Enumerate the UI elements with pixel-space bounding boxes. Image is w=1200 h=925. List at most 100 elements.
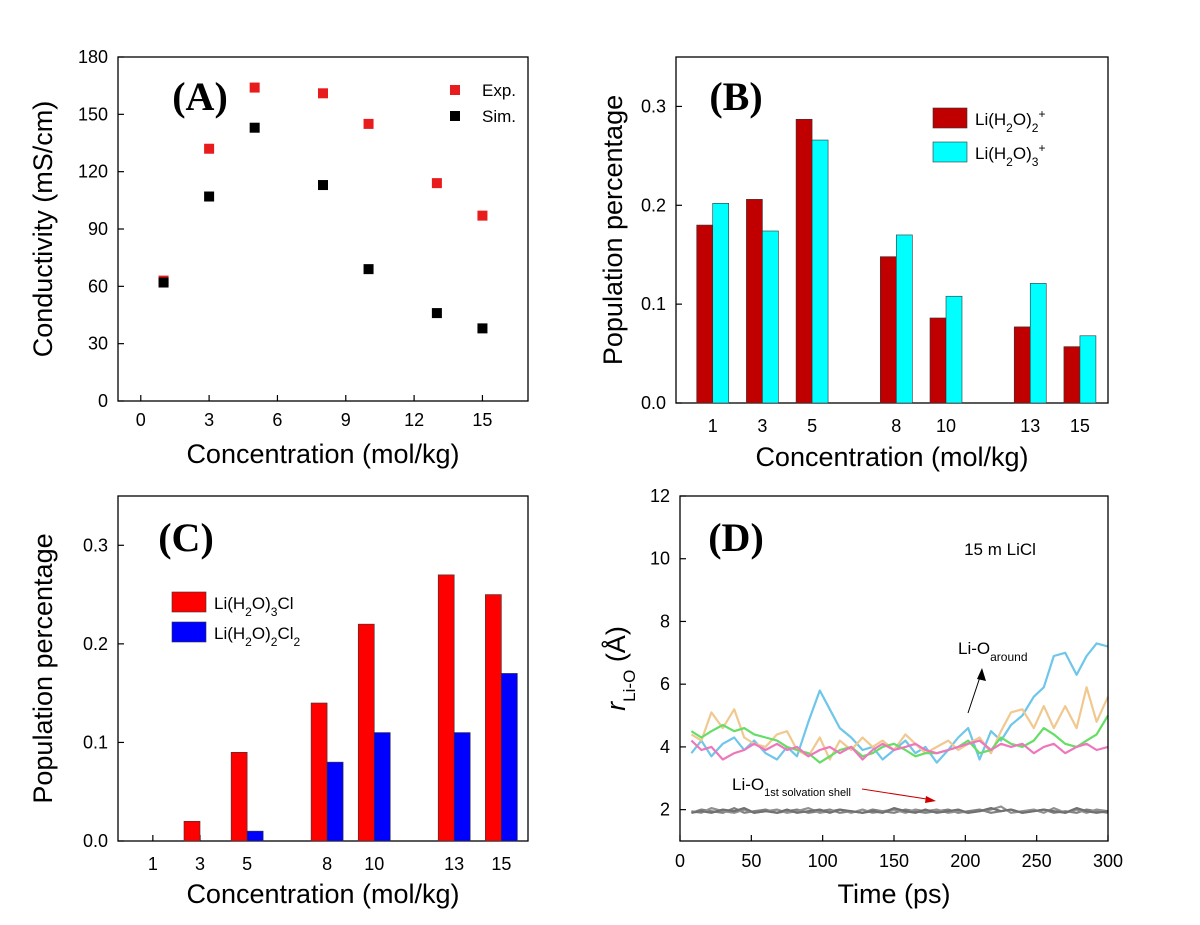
bar-lih2o2cl2 bbox=[373, 732, 391, 842]
legend-subscript: 2 bbox=[1006, 121, 1013, 135]
panel-label: (C) bbox=[158, 515, 214, 560]
bar-lih2o3 bbox=[712, 203, 730, 404]
legend-marker-sim bbox=[450, 111, 460, 121]
series-line-around-pink bbox=[690, 739, 1109, 761]
series-line-around-green bbox=[690, 714, 1109, 764]
bar-lih2o2 bbox=[880, 256, 897, 404]
x-axis-label: Concentration (mol/kg) bbox=[755, 442, 1028, 472]
bar-lih2o3cl bbox=[230, 751, 248, 842]
legend-marker-exp bbox=[450, 85, 460, 95]
y-tick-label: 0.3 bbox=[641, 96, 666, 116]
y-label-subscript: Li-O bbox=[620, 670, 639, 702]
x-tick-label: 5 bbox=[242, 854, 252, 874]
data-point-sim bbox=[249, 122, 260, 133]
y-label-unit: (Å) bbox=[600, 626, 631, 670]
data-point-sim bbox=[363, 264, 374, 275]
legend-text-part: O) bbox=[1013, 144, 1032, 163]
legend-superscript: + bbox=[1038, 141, 1045, 155]
data-point-exp bbox=[431, 178, 442, 189]
legend-label: Li(H2O)3+ bbox=[975, 141, 1045, 169]
y-tick-label: 0.0 bbox=[83, 831, 108, 851]
legend-text-part: O) bbox=[1013, 110, 1032, 129]
y-tick-label: 180 bbox=[78, 47, 108, 67]
legend-text-part: Li(H bbox=[214, 594, 245, 613]
y-axis-label: Population percentage bbox=[28, 533, 58, 803]
y-tick-label: 30 bbox=[88, 334, 108, 354]
data-point-sim bbox=[431, 308, 442, 319]
legend-swatch bbox=[171, 621, 207, 643]
bar-lih2o2cl2 bbox=[326, 761, 344, 842]
y-tick-label: 90 bbox=[88, 219, 108, 239]
data-point-exp bbox=[363, 118, 374, 129]
y-tick-label: 2 bbox=[660, 800, 670, 820]
y-label-italic: r bbox=[601, 701, 631, 711]
x-tick-label: 15 bbox=[1070, 416, 1090, 436]
legend-label: Li(H2O)2+ bbox=[975, 107, 1045, 135]
y-tick-label: 0.2 bbox=[641, 195, 666, 215]
y-tick-label: 0.1 bbox=[641, 294, 666, 314]
y-tick-label: 6 bbox=[660, 674, 670, 694]
bar-lih2o3 bbox=[896, 234, 913, 404]
legend-subscript: 3 bbox=[1032, 155, 1039, 169]
annotation-main: Li-O bbox=[958, 639, 990, 658]
data-point-sim bbox=[477, 323, 488, 334]
x-tick-label: 3 bbox=[195, 854, 205, 874]
x-tick-label: 1 bbox=[708, 416, 718, 436]
legend-subscript: 2 bbox=[245, 635, 252, 649]
y-tick-label: 120 bbox=[78, 162, 108, 182]
bar-lih2o3cl bbox=[437, 574, 455, 842]
annotation-subscript: around bbox=[990, 650, 1027, 664]
y-tick-label: 60 bbox=[88, 276, 108, 296]
bar-lih2o2 bbox=[1063, 346, 1081, 404]
x-tick-label: 150 bbox=[879, 851, 909, 871]
data-point-sim bbox=[204, 191, 215, 202]
x-tick-label: 300 bbox=[1093, 851, 1123, 871]
legend-label: Exp. bbox=[482, 81, 516, 100]
bar-lih2o3 bbox=[1029, 283, 1047, 404]
legend-subscript: 2 bbox=[245, 605, 252, 619]
data-point-sim bbox=[158, 277, 169, 288]
bar-lih2o3 bbox=[1079, 335, 1097, 404]
y-tick-label: 0.1 bbox=[83, 732, 108, 752]
y-tick-label: 0.3 bbox=[83, 535, 108, 555]
x-tick-label: 10 bbox=[936, 416, 956, 436]
y-tick-label: 8 bbox=[660, 611, 670, 631]
bar-lih2o2cl2 bbox=[501, 673, 518, 842]
y-tick-label: 0 bbox=[98, 391, 108, 411]
bar-lih2o2cl2 bbox=[453, 732, 471, 842]
data-point-exp bbox=[204, 143, 215, 154]
annotation-arrowhead bbox=[977, 668, 986, 681]
bar-lih2o3 bbox=[945, 295, 963, 404]
annotation-subscript: 1st solvation shell bbox=[764, 787, 851, 799]
data-point-sim bbox=[318, 180, 328, 191]
x-axis-label: Time (ps) bbox=[838, 879, 951, 909]
x-tick-label: 13 bbox=[1020, 416, 1040, 436]
x-tick-label: 50 bbox=[741, 851, 761, 871]
panel-label: (D) bbox=[708, 515, 764, 560]
x-tick-label: 10 bbox=[364, 854, 384, 874]
data-point-exp bbox=[249, 82, 260, 93]
y-tick-label: 0.2 bbox=[83, 634, 108, 654]
bar-lih2o2cl2 bbox=[246, 830, 264, 842]
annotation-shell: Li-O1st solvation shell bbox=[732, 775, 851, 799]
series-line-shell-gray-3 bbox=[691, 806, 1109, 814]
y-axis-label: rLi-O (Å) bbox=[600, 626, 639, 711]
legend-superscript: + bbox=[1038, 107, 1045, 121]
panel-label: (B) bbox=[709, 74, 762, 119]
legend-subscript: 3 bbox=[271, 605, 278, 619]
legend-swatch bbox=[932, 107, 968, 129]
legend-subscript: 2 bbox=[294, 635, 301, 649]
legend-subscript: 2 bbox=[271, 635, 278, 649]
legend-text-part: O) bbox=[252, 624, 271, 643]
legend-text-part: Li(H bbox=[975, 110, 1006, 129]
y-tick-label: 4 bbox=[660, 737, 670, 757]
x-tick-label: 15 bbox=[472, 410, 492, 430]
x-axis-label: Concentration (mol/kg) bbox=[186, 879, 459, 909]
x-axis-label: Concentration (mol/kg) bbox=[186, 439, 459, 469]
x-tick-label: 8 bbox=[891, 416, 901, 436]
x-tick-label: 100 bbox=[808, 851, 838, 871]
x-tick-label: 5 bbox=[807, 416, 817, 436]
legend-label: Li(H2O)3Cl bbox=[214, 594, 294, 619]
data-point-exp bbox=[318, 88, 328, 99]
